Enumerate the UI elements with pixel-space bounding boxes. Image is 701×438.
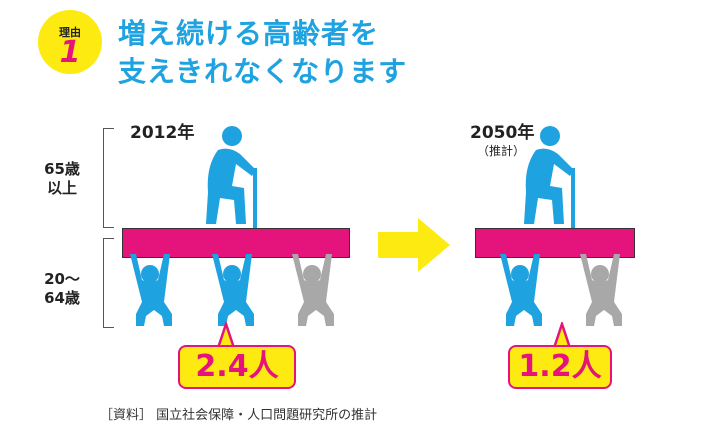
estimate-note: （推計）	[477, 144, 526, 158]
elderly-person-icon	[524, 126, 575, 242]
elderly-age-line-2: 以上	[46, 179, 77, 197]
callout-pointer	[552, 322, 572, 348]
source-note: ［資料］ 国立社会保障・人口問題研究所の推計	[100, 408, 378, 423]
elderly-person-icon	[206, 126, 257, 242]
working-age-line-1: 20～	[44, 270, 80, 288]
elderly-age-line-1: 65歳	[44, 160, 80, 178]
working-bracket	[103, 238, 114, 328]
worker-icon	[212, 254, 254, 326]
support-bar-2012	[122, 228, 350, 258]
ratio-2050-callout: 1.2人	[508, 345, 612, 389]
ratio-2012-callout: 2.4人	[178, 345, 296, 389]
badge-label: 理由	[59, 26, 81, 39]
elderly-bracket	[103, 128, 114, 228]
partial-worker-icon	[292, 254, 334, 326]
worker-icon	[130, 254, 172, 326]
support-bar-2050	[475, 228, 635, 258]
year-2012-label: 2012年	[130, 123, 195, 143]
working-age-label: 20～ 64歳	[32, 270, 92, 308]
partial-worker-icon	[580, 254, 622, 326]
year-2050-label: 2050年	[470, 123, 535, 143]
worker-icon	[500, 254, 542, 326]
headline-line-1: 増え続ける高齢者を	[118, 17, 380, 50]
callout-pointer	[216, 322, 236, 348]
working-age-line-2: 64歳	[44, 289, 80, 307]
badge-number: 1	[59, 35, 81, 70]
elderly-age-label: 65歳 以上	[32, 160, 92, 198]
reason-badge: 理由 1	[38, 10, 102, 74]
headline-line-2: 支えきれなくなります	[118, 55, 408, 88]
arrow-right-icon	[378, 218, 450, 272]
